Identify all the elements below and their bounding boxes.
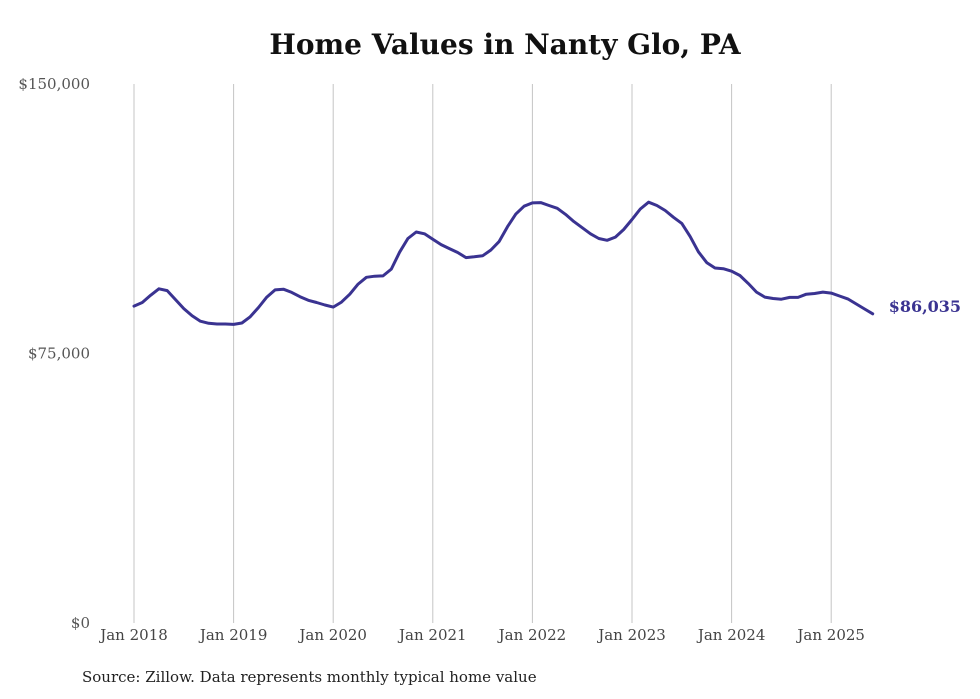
x-tick-label: Jan 2019 [198,626,268,644]
end-value-label: $86,035 [889,297,961,316]
chart-title: Home Values in Nanty Glo, PA [269,28,741,61]
x-tick-label: Jan 2020 [297,626,367,644]
x-tick-label: Jan 2023 [596,626,666,644]
y-tick-label: $75,000 [28,345,90,363]
x-tick-label: Jan 2022 [497,626,567,644]
x-tick-label: Jan 2025 [795,626,865,644]
gridlines [133,84,832,623]
y-tick-label: $150,000 [18,75,90,93]
series-line-home-value [132,200,875,326]
x-tick-label: Jan 2024 [696,626,766,644]
x-axis: Jan 2018 Jan 2019 Jan 2020 Jan 2021 Jan 2022… [98,626,865,644]
source-note: Source: Zillow. Data represents monthly … [82,668,537,686]
x-tick-label: Jan 2021 [397,626,467,644]
y-axis: $0 $75,000 $150,000 [18,75,90,632]
y-tick-label: $0 [71,614,90,632]
x-tick-label: Jan 2018 [98,626,168,644]
